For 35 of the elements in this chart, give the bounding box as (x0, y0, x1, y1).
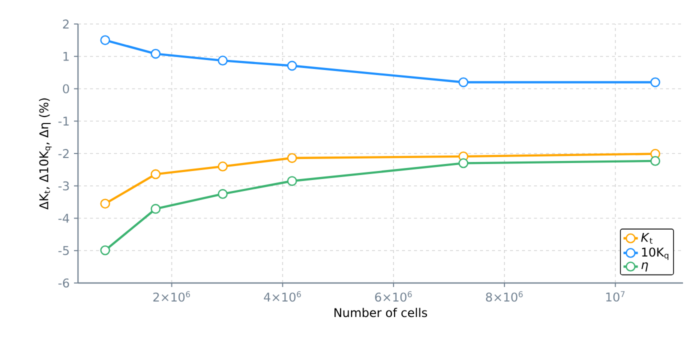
point (150, 169, 161, 180)
point (287, 176, 298, 186)
legend-label: 10K$_{q}$ (642, 248, 668, 260)
x-tick-label: 6×10$^{6}$ (375, 291, 412, 302)
y-tick-label: -2 (58, 149, 69, 158)
point (650, 156, 660, 166)
x-axis-title: Number of cells (334, 308, 428, 318)
legend-label: K$_{t}$ (641, 233, 652, 244)
x-tick-label: 2×10$^{6}$ (153, 291, 190, 302)
point (218, 162, 228, 172)
point (287, 153, 298, 163)
point (100, 35, 110, 46)
x-tick-label: 8×10$^{6}$ (486, 291, 523, 302)
x-tick-label: 10$^{7}$ (606, 291, 625, 302)
x-tick-label: 4×10$^{6}$ (264, 291, 301, 302)
y-axis-title: ΔK$_{t}$, Δ10K$_{q}$, Δη (%) (39, 98, 52, 210)
point (218, 189, 228, 199)
point (458, 158, 468, 168)
y-tick-label: -6 (58, 278, 70, 288)
point (100, 198, 110, 209)
y-tick-label: -3 (58, 181, 69, 190)
point (458, 77, 468, 88)
y-tick-label: 2 (63, 20, 69, 28)
point (150, 204, 161, 214)
point (287, 60, 298, 71)
y-tick-label: 0 (62, 84, 70, 94)
y-tick-label: -1 (58, 116, 69, 126)
y-tick-label: 1 (63, 52, 69, 61)
point (150, 48, 161, 59)
legend-label: η (641, 262, 648, 272)
point (218, 56, 228, 66)
y-tick-label: -4 (58, 214, 70, 223)
point (100, 245, 110, 256)
point (650, 77, 660, 88)
y-tick-label: -5 (58, 246, 69, 256)
